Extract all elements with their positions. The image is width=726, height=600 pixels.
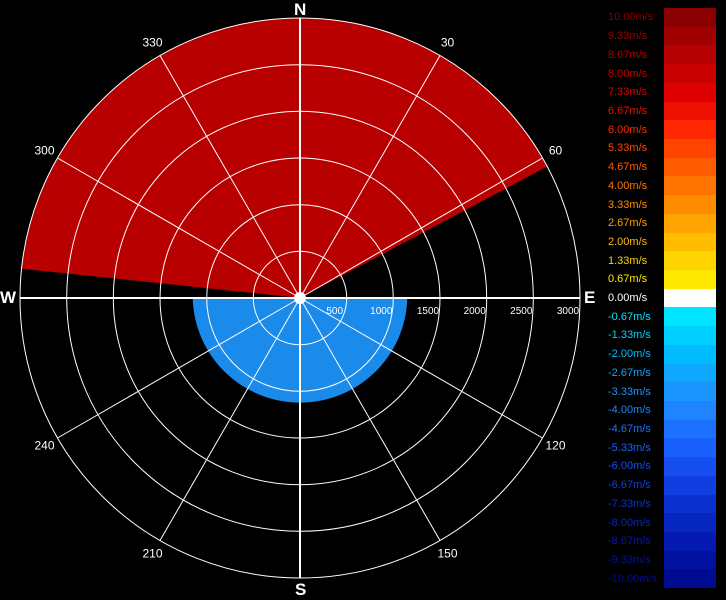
compass-west: W — [0, 288, 17, 307]
legend-swatch — [664, 101, 716, 121]
azimuth-spokes — [20, 18, 580, 578]
legend-swatch — [664, 64, 716, 84]
legend-swatch — [664, 269, 716, 289]
range-label-500: 500 — [326, 306, 343, 317]
legend-label: 0.67m/s — [608, 273, 648, 286]
legend-swatch — [664, 419, 716, 439]
legend-swatch — [664, 251, 716, 271]
range-label-1000: 1000 — [370, 306, 393, 317]
legend-swatch — [664, 344, 716, 364]
legend-swatch — [664, 26, 716, 46]
legend-label: -6.00m/s — [608, 460, 651, 473]
velocity-field — [21, 17, 548, 403]
spoke-330 — [159, 55, 301, 299]
legend-swatch — [664, 569, 716, 589]
legend-swatch — [664, 120, 716, 140]
legend-label: -8.00m/s — [608, 516, 651, 529]
legend-label: 7.33m/s — [608, 86, 648, 99]
legend-swatch — [664, 513, 716, 533]
spoke-60 — [299, 157, 543, 299]
legend-label: -3.33m/s — [608, 385, 651, 398]
legend-swatch — [664, 457, 716, 476]
legend-label: -8.67m/s — [608, 535, 651, 548]
legend-swatch — [664, 82, 716, 102]
legend-swatch — [664, 363, 716, 383]
legend-swatch — [664, 139, 716, 158]
azimuth-label-150: 150 — [437, 547, 457, 561]
azimuth-label-300: 300 — [34, 144, 54, 158]
azimuth-labels: 30 60 120 150 210 240 300 330 — [34, 36, 565, 561]
legend-label: 10.00m/s — [608, 11, 654, 24]
legend-label: 0.00m/s — [608, 292, 648, 304]
velocity-legend: 10.00m/s 9.33m/s 8.67m/s 8.00m/s 7.33m/s 6.67… — [608, 8, 716, 589]
legend-label: -5.33m/s — [608, 441, 651, 454]
radar-plot: 30 60 120 150 210 240 300 330 500 1000 1500 2000 25… — [19, 17, 581, 579]
legend-swatch — [664, 157, 716, 177]
spoke-30 — [299, 55, 441, 299]
compass-north: N — [294, 0, 307, 19]
legend-swatch — [664, 8, 716, 27]
range-label-3000: 3000 — [557, 306, 580, 317]
legend-swatch — [664, 195, 716, 215]
legend-label: 3.33m/s — [608, 198, 648, 211]
spoke-210 — [159, 297, 301, 541]
legend-swatch — [664, 494, 716, 514]
range-label-2000: 2000 — [464, 306, 487, 317]
spoke-150 — [299, 297, 441, 541]
legend-label: 1.33m/s — [608, 254, 648, 267]
range-labels: 500 1000 1500 2000 2500 3000 — [326, 306, 579, 317]
legend-label: -4.67m/s — [608, 423, 651, 435]
legend-label: 8.67m/s — [608, 48, 648, 61]
legend-swatch — [664, 438, 716, 458]
legend-label: 2.67m/s — [608, 217, 648, 230]
azimuth-label-240: 240 — [34, 439, 54, 453]
legend-swatch — [664, 45, 716, 65]
legend-swatch — [664, 326, 716, 346]
legend-label: 4.67m/s — [608, 161, 648, 173]
legend-label: 9.33m/s — [608, 30, 648, 43]
spoke-240 — [57, 297, 301, 439]
range-label-1500: 1500 — [417, 306, 440, 317]
legend-label: 5.33m/s — [608, 142, 648, 155]
legend-label: -7.33m/s — [608, 497, 651, 510]
azimuth-label-330: 330 — [142, 36, 162, 50]
legend-label: 8.00m/s — [608, 67, 648, 80]
legend-label: -6.67m/s — [608, 479, 651, 492]
legend-label: 4.00m/s — [608, 179, 648, 192]
legend-swatch — [664, 288, 716, 308]
legend-label: -0.67m/s — [608, 310, 651, 323]
azimuth-label-120: 120 — [545, 439, 565, 453]
legend-label: -10.00m/s — [608, 572, 657, 585]
radar-center-marker — [294, 292, 306, 304]
legend-swatch — [664, 550, 716, 570]
legend-label: 6.67m/s — [608, 104, 648, 117]
legend-swatch — [664, 400, 716, 420]
positive-sector — [21, 17, 548, 299]
legend-swatch — [664, 531, 716, 551]
legend-label: -2.67m/s — [608, 366, 651, 379]
legend-label: -4.00m/s — [608, 404, 651, 417]
legend-swatch — [664, 232, 716, 252]
azimuth-label-210: 210 — [142, 547, 162, 561]
legend-label: -9.33m/s — [608, 553, 651, 566]
legend-label: 2.00m/s — [608, 235, 648, 248]
compass-east: E — [584, 288, 596, 307]
legend-label: -2.00m/s — [608, 348, 651, 361]
spoke-120 — [299, 297, 543, 439]
legend-swatch — [664, 382, 716, 402]
legend-swatch — [664, 475, 716, 495]
compass-south: S — [295, 580, 307, 599]
legend-label: 6.00m/s — [608, 123, 648, 136]
spoke-300 — [57, 157, 301, 299]
legend-swatch — [664, 176, 716, 196]
legend-label: -1.33m/s — [608, 329, 651, 342]
range-label-2500: 2500 — [510, 306, 533, 317]
legend-swatch — [664, 213, 716, 233]
azimuth-label-30: 30 — [441, 36, 455, 50]
azimuth-label-60: 60 — [549, 144, 563, 158]
legend-swatch — [664, 307, 716, 327]
